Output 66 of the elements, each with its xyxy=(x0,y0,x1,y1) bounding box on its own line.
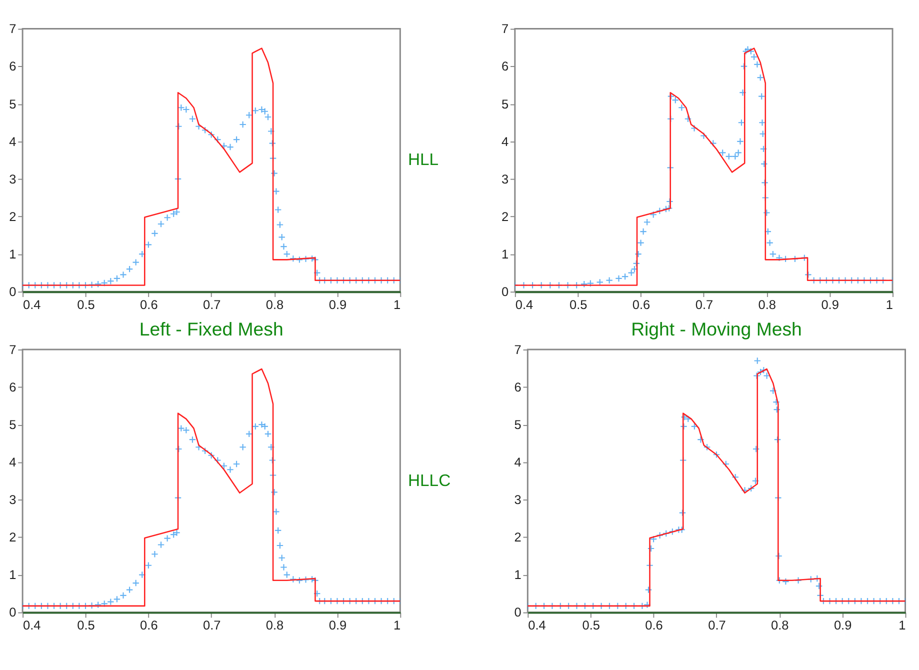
y-tick-label: 0 xyxy=(501,284,509,300)
x-tick-label: 0.4 xyxy=(23,617,41,632)
y-tick-label: 1 xyxy=(501,246,509,262)
y-tick-label: 0 xyxy=(9,604,16,620)
x-tick-label: 1 xyxy=(886,296,894,312)
y-tick-label: 7 xyxy=(514,342,522,357)
y-tick-label: 2 xyxy=(514,530,522,545)
chart-title: Right - Moving Mesh xyxy=(631,318,802,340)
x-tick-label: 0.7 xyxy=(708,617,726,632)
x-tick-label: 0.6 xyxy=(645,617,663,632)
x-tick-label: 0.5 xyxy=(77,617,95,632)
x-tick-label: 0.9 xyxy=(834,617,852,632)
x-tick-label: 0.8 xyxy=(266,617,284,632)
y-tick-label: 2 xyxy=(9,530,16,545)
text: HLLC xyxy=(408,470,451,490)
y-tick-label: 4 xyxy=(514,454,522,470)
y-tick-label: 3 xyxy=(501,171,509,186)
y-tick-label: 1 xyxy=(9,246,16,262)
y-tick-label: 6 xyxy=(9,58,16,74)
x-tick-label: 1 xyxy=(394,296,401,312)
x-tick-label: 0.5 xyxy=(569,296,588,312)
y-tick-label: 4 xyxy=(501,134,509,149)
x-tick-label: 0.7 xyxy=(202,617,221,632)
y-tick-label: 1 xyxy=(514,567,522,582)
x-tick-label: 0.6 xyxy=(140,296,158,312)
x-tick-label: 1 xyxy=(898,617,906,632)
y-tick-label: 5 xyxy=(514,416,522,432)
y-tick-label: 7 xyxy=(501,21,509,36)
x-tick-label: 0.6 xyxy=(140,617,158,632)
x-tick-label: 0.5 xyxy=(582,617,600,632)
y-tick-label: 3 xyxy=(514,492,522,508)
x-tick-label: 0.4 xyxy=(23,296,41,312)
x-tick-label: 0.9 xyxy=(821,296,839,312)
y-tick-label: 6 xyxy=(514,379,522,394)
y-tick-label: 4 xyxy=(9,134,16,149)
x-tick-label: 0.8 xyxy=(771,617,789,632)
y-tick-label: 5 xyxy=(501,96,509,112)
y-tick-label: 0 xyxy=(514,604,522,620)
x-tick-label: 0.8 xyxy=(266,296,284,312)
chart-title: Left - Fixed Mesh xyxy=(139,318,284,340)
y-tick-label: 1 xyxy=(9,567,16,582)
y-tick-label: 2 xyxy=(9,208,16,224)
y-tick-label: 3 xyxy=(9,171,16,186)
x-tick-label: 0.5 xyxy=(77,296,95,312)
line-series xyxy=(22,48,400,286)
x-tick-label: 0.9 xyxy=(328,617,347,632)
line-series xyxy=(22,368,400,607)
y-tick-label: 6 xyxy=(501,58,509,74)
x-tick-label: 0.8 xyxy=(758,296,776,312)
x-tick-label: 1 xyxy=(394,617,401,632)
x-tick-label: 0.7 xyxy=(695,296,714,312)
x-tick-label: 0.9 xyxy=(328,296,347,312)
x-tick-label: 0.6 xyxy=(632,296,650,312)
y-tick-label: 6 xyxy=(9,379,16,394)
y-tick-label: 7 xyxy=(9,21,16,36)
y-tick-label: 2 xyxy=(501,208,509,224)
y-tick-label: 5 xyxy=(9,416,16,432)
x-tick-label: 0.4 xyxy=(515,296,534,312)
y-tick-label: 5 xyxy=(9,96,16,112)
x-tick-label: 0.4 xyxy=(528,617,546,632)
y-tick-label: 0 xyxy=(9,284,16,300)
x-tick-label: 0.7 xyxy=(202,296,221,312)
y-tick-label: 7 xyxy=(9,342,16,357)
y-tick-label: 4 xyxy=(9,454,16,470)
y-tick-label: 3 xyxy=(9,492,16,508)
text: HLL xyxy=(408,150,439,170)
